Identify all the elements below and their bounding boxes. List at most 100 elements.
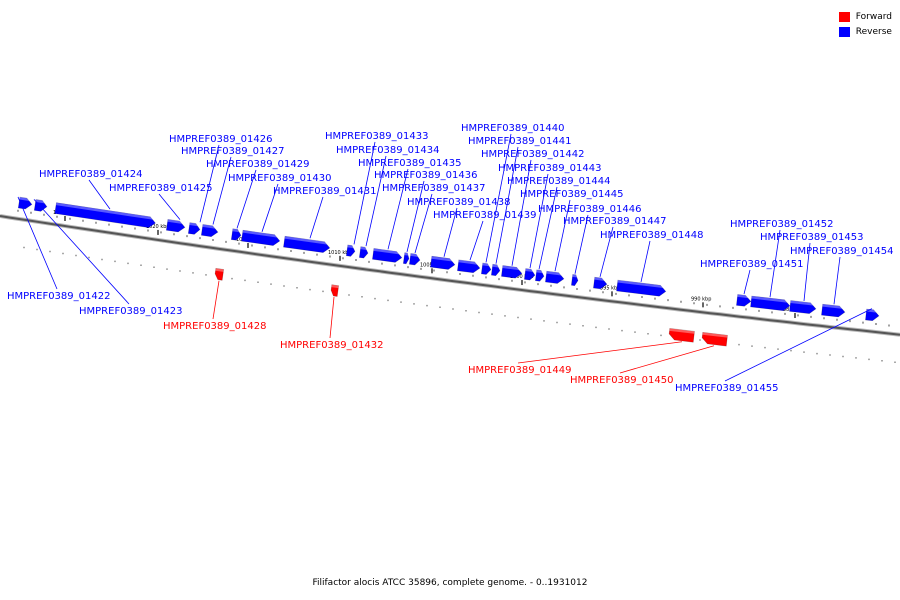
gene-label[interactable]: HMPREF0389_01450 bbox=[570, 375, 673, 386]
gene-HMPREF0389_01448[interactable] bbox=[616, 279, 667, 297]
gene-label[interactable]: HMPREF0389_01444 bbox=[507, 176, 610, 187]
gene-HMPREF0389_01445[interactable] bbox=[545, 270, 565, 284]
gene-label[interactable]: HMPREF0389_01435 bbox=[358, 158, 461, 169]
reverse-gene-arrow[interactable] bbox=[490, 263, 501, 277]
gene-HMPREF0389_01449[interactable] bbox=[668, 328, 695, 343]
forward-gene-arrow[interactable] bbox=[214, 267, 225, 281]
reverse-gene-arrow[interactable] bbox=[545, 270, 565, 284]
gene-HMPREF0389_01451[interactable] bbox=[736, 294, 752, 307]
gene-HMPREF0389_01446[interactable] bbox=[571, 274, 579, 287]
gene-HMPREF0389_01442[interactable] bbox=[501, 265, 523, 279]
reverse-gene-arrow[interactable] bbox=[865, 308, 880, 322]
gene-label[interactable]: HMPREF0389_01443 bbox=[498, 163, 601, 174]
gene-HMPREF0389_01447[interactable] bbox=[593, 276, 608, 290]
reverse-gene-arrow[interactable] bbox=[535, 269, 545, 282]
reverse-gene-arrow[interactable] bbox=[33, 199, 48, 212]
reverse-gene-arrow[interactable] bbox=[345, 244, 356, 257]
legend-reverse-label: Reverse bbox=[855, 26, 892, 37]
gene-label[interactable]: HMPREF0389_01446 bbox=[538, 204, 641, 215]
gene-label[interactable]: HMPREF0389_01439 bbox=[433, 210, 536, 221]
gene-label[interactable]: HMPREF0389_01445 bbox=[520, 189, 623, 200]
gene-label[interactable]: HMPREF0389_01434 bbox=[336, 145, 439, 156]
gene-HMPREF0389_01425[interactable] bbox=[165, 219, 186, 233]
gene-HMPREF0389_01453[interactable] bbox=[789, 300, 817, 314]
gene-label[interactable]: HMPREF0389_01425 bbox=[109, 183, 212, 194]
reverse-gene-arrow[interactable] bbox=[283, 235, 331, 253]
gene-label[interactable]: HMPREF0389_01429 bbox=[206, 159, 309, 170]
gene-label[interactable]: HMPREF0389_01453 bbox=[760, 232, 863, 243]
gene-HMPREF0389_01454[interactable] bbox=[821, 303, 846, 318]
gene-label[interactable]: HMPREF0389_01442 bbox=[481, 149, 584, 160]
reverse-gene-arrow[interactable] bbox=[230, 228, 242, 241]
reverse-gene-arrow[interactable] bbox=[736, 294, 752, 307]
reverse-gene-arrow[interactable] bbox=[480, 262, 492, 275]
gene-HMPREF0389_01427[interactable] bbox=[200, 224, 219, 238]
gene-label[interactable]: HMPREF0389_01437 bbox=[382, 183, 485, 194]
gene-HMPREF0389_01433[interactable] bbox=[345, 244, 356, 257]
gene-HMPREF0389_01452[interactable] bbox=[750, 295, 791, 312]
gene-label[interactable]: HMPREF0389_01441 bbox=[468, 136, 571, 147]
gene-HMPREF0389_01434[interactable] bbox=[358, 246, 369, 259]
forward-gene-arrow[interactable] bbox=[668, 328, 695, 343]
reverse-gene-arrow[interactable] bbox=[524, 268, 536, 281]
reverse-gene-arrow[interactable] bbox=[457, 259, 481, 274]
gene-HMPREF0389_01432[interactable] bbox=[330, 284, 340, 297]
gene-HMPREF0389_01435[interactable] bbox=[372, 248, 403, 263]
gene-HMPREF0389_01436[interactable] bbox=[402, 252, 410, 265]
gene-label[interactable]: HMPREF0389_01452 bbox=[730, 219, 833, 230]
gene-label[interactable]: HMPREF0389_01451 bbox=[700, 259, 803, 270]
gene-label[interactable]: HMPREF0389_01427 bbox=[181, 146, 284, 157]
forward-gene-arrow[interactable] bbox=[330, 284, 340, 297]
reverse-gene-arrow[interactable] bbox=[200, 224, 219, 238]
reverse-gene-arrow[interactable] bbox=[402, 252, 410, 265]
gene-HMPREF0389_01440[interactable] bbox=[480, 262, 492, 275]
reverse-gene-arrow[interactable] bbox=[501, 265, 523, 279]
gene-label[interactable]: HMPREF0389_01430 bbox=[228, 173, 331, 184]
reverse-gene-arrow[interactable] bbox=[165, 219, 186, 233]
gene-label[interactable]: HMPREF0389_01440 bbox=[461, 123, 564, 134]
reverse-gene-arrow[interactable] bbox=[372, 248, 403, 263]
gene-label[interactable]: HMPREF0389_01426 bbox=[169, 134, 272, 145]
gene-HMPREF0389_01439[interactable] bbox=[457, 259, 481, 274]
reverse-gene-arrow[interactable] bbox=[187, 222, 201, 235]
reverse-gene-arrow[interactable] bbox=[593, 276, 608, 290]
reverse-gene-arrow[interactable] bbox=[789, 300, 817, 314]
gene-HMPREF0389_01424[interactable] bbox=[54, 202, 157, 229]
gene-label[interactable]: HMPREF0389_01433 bbox=[325, 131, 428, 142]
gene-label[interactable]: HMPREF0389_01454 bbox=[790, 246, 893, 257]
gene-label[interactable]: HMPREF0389_01432 bbox=[280, 340, 383, 351]
gene-HMPREF0389_01429[interactable] bbox=[230, 228, 242, 241]
gene-label[interactable]: HMPREF0389_01447 bbox=[563, 216, 666, 227]
reverse-gene-arrow[interactable] bbox=[54, 202, 157, 229]
gene-HMPREF0389_01431[interactable] bbox=[283, 235, 331, 253]
gene-label[interactable]: HMPREF0389_01422 bbox=[7, 291, 110, 302]
gene-HMPREF0389_01438[interactable] bbox=[430, 255, 456, 270]
reverse-gene-arrow[interactable] bbox=[571, 274, 579, 287]
gene-HMPREF0389_01441[interactable] bbox=[490, 263, 501, 277]
gene-label[interactable]: HMPREF0389_01428 bbox=[163, 321, 266, 332]
gene-label[interactable]: HMPREF0389_01436 bbox=[374, 170, 477, 181]
reverse-gene-arrow[interactable] bbox=[241, 229, 281, 246]
forward-gene-arrow[interactable] bbox=[701, 331, 728, 347]
gene-HMPREF0389_01443[interactable] bbox=[524, 268, 536, 281]
reverse-gene-arrow[interactable] bbox=[750, 295, 791, 312]
reverse-gene-arrow[interactable] bbox=[430, 255, 456, 270]
gene-label[interactable]: HMPREF0389_01449 bbox=[468, 365, 571, 376]
gene-label[interactable]: HMPREF0389_01431 bbox=[273, 186, 376, 197]
gene-label[interactable]: HMPREF0389_01448 bbox=[600, 230, 703, 241]
gene-HMPREF0389_01450[interactable] bbox=[701, 331, 728, 347]
reverse-gene-arrow[interactable] bbox=[821, 303, 846, 318]
reverse-gene-arrow[interactable] bbox=[408, 253, 421, 266]
gene-label[interactable]: HMPREF0389_01423 bbox=[79, 306, 182, 317]
gene-label[interactable]: HMPREF0389_01438 bbox=[407, 197, 510, 208]
gene-HMPREF0389_01426[interactable] bbox=[187, 222, 201, 236]
reverse-gene-arrow[interactable] bbox=[358, 246, 369, 259]
gene-HMPREF0389_01428[interactable] bbox=[214, 267, 225, 281]
gene-HMPREF0389_01423[interactable] bbox=[33, 199, 48, 212]
gene-label[interactable]: HMPREF0389_01455 bbox=[675, 383, 778, 394]
gene-HMPREF0389_01437[interactable] bbox=[408, 253, 421, 266]
reverse-gene-arrow[interactable] bbox=[616, 279, 667, 297]
gene-HMPREF0389_01430[interactable] bbox=[241, 229, 281, 246]
gene-HMPREF0389_01444[interactable] bbox=[535, 269, 545, 282]
gene-label[interactable]: HMPREF0389_01424 bbox=[39, 169, 142, 180]
